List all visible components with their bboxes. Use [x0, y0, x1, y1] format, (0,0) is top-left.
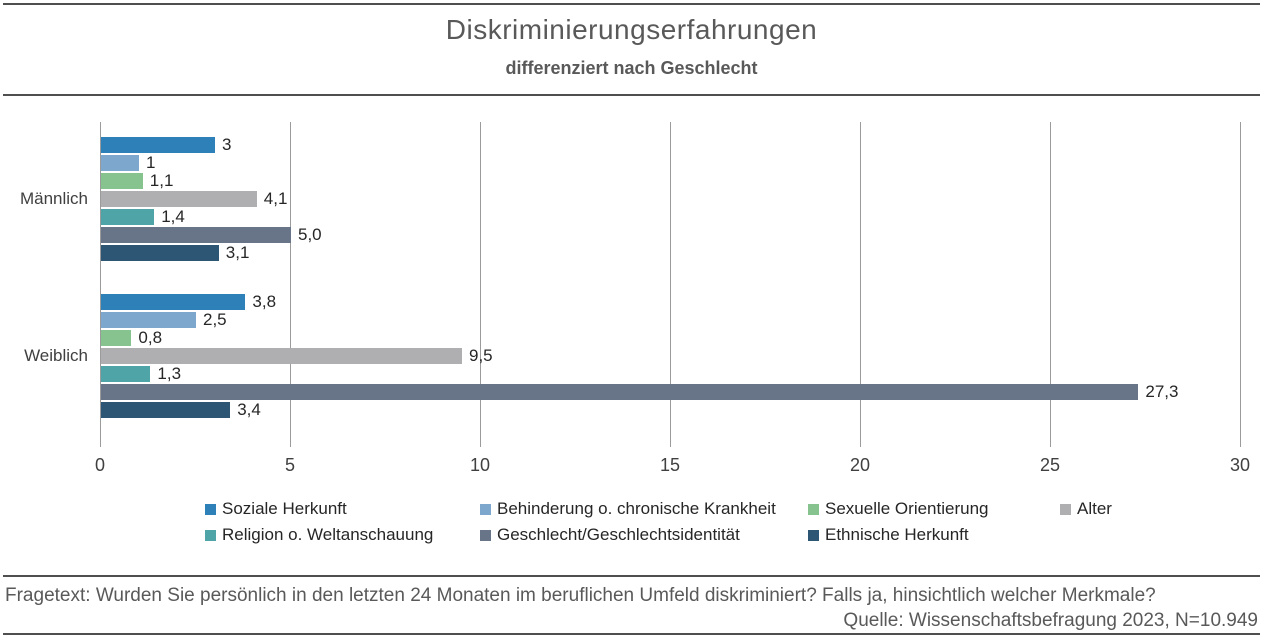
bar-label: 9,5 — [469, 346, 493, 365]
bar-label: 3,8 — [252, 292, 277, 311]
bar — [101, 137, 215, 153]
bar-label: 0,8 — [138, 328, 163, 347]
bar — [101, 312, 196, 328]
gridline — [1240, 122, 1241, 440]
legend-swatch — [1060, 504, 1071, 515]
bar — [101, 191, 257, 207]
plot-area — [100, 122, 1241, 440]
tick-label: 25 — [1039, 455, 1061, 475]
bar — [101, 402, 231, 418]
gridline — [1050, 122, 1051, 440]
bar — [101, 384, 1139, 400]
bar-label: 3 — [222, 135, 232, 154]
bar-label: 1 — [146, 153, 156, 172]
bar — [101, 294, 246, 310]
legend-label: Alter — [1077, 499, 1112, 518]
category-label: Männlich — [19, 189, 88, 208]
legend-label: Behinderung o. chronische Krankheit — [497, 499, 776, 518]
title-separator — [3, 94, 1260, 96]
legend-swatch — [808, 504, 819, 515]
bar-label: 1,4 — [161, 207, 185, 226]
tick-label: 20 — [849, 455, 871, 475]
legend-item: Sexuelle Orientierung — [808, 499, 988, 519]
legend-swatch — [808, 530, 819, 541]
legend-label: Geschlecht/Geschlechtsidentität — [497, 525, 740, 544]
tick-label: 30 — [1229, 455, 1251, 475]
bar — [101, 348, 462, 364]
legend-item: Geschlecht/Geschlechtsidentität — [480, 525, 740, 545]
legend-label: Ethnische Herkunft — [825, 525, 969, 544]
gridline — [480, 122, 481, 440]
axis-tick — [1050, 440, 1051, 447]
legend-swatch — [480, 530, 491, 541]
bar-label: 4,1 — [263, 189, 288, 208]
bar — [101, 209, 155, 225]
gridline — [290, 122, 291, 440]
category-label: Weiblich — [24, 346, 88, 365]
bar — [101, 227, 291, 243]
bar-label: 27,3 — [1145, 382, 1179, 401]
legend-item: Ethnische Herkunft — [808, 525, 969, 545]
axis-tick — [670, 440, 671, 447]
legend-label: Sexuelle Orientierung — [825, 499, 989, 518]
legend-swatch — [205, 530, 216, 541]
bar-label: 3,4 — [237, 400, 261, 419]
legend-label: Religion o. Weltanschauung — [222, 525, 434, 544]
legend-swatch — [480, 504, 491, 515]
bar-label: 1,3 — [157, 364, 182, 383]
bar — [101, 245, 219, 261]
bar — [101, 173, 143, 189]
bar — [101, 155, 139, 171]
footer-fragetext: Fragetext: Wurden Sie persönlich in den … — [5, 585, 1156, 606]
bar-label: 5,0 — [298, 225, 322, 244]
bar-label: 1,1 — [149, 171, 174, 190]
axis-tick — [480, 440, 481, 447]
gridline — [670, 122, 671, 440]
chart-title: Diskriminierungserfahrungen — [445, 14, 818, 45]
bar-label: 2,5 — [203, 310, 227, 329]
axis-tick — [290, 440, 291, 447]
tick-label: 10 — [469, 455, 491, 475]
axis-tick — [1240, 440, 1241, 447]
legend-item: Soziale Herkunft — [205, 499, 347, 519]
bar-label: 3,1 — [225, 243, 250, 262]
bottom-rule — [3, 633, 1260, 635]
gridline — [860, 122, 861, 440]
tick-label: 0 — [94, 455, 105, 475]
legend-item: Behinderung o. chronische Krankheit — [480, 499, 776, 519]
legend-item: Alter — [1060, 499, 1112, 519]
legend-item: Religion o. Weltanschauung — [205, 525, 433, 545]
tick-label: 15 — [659, 455, 681, 475]
legend-label: Soziale Herkunft — [222, 499, 347, 518]
footer-quelle: Quelle: Wissenschaftsbefragung 2023, N=1… — [843, 610, 1258, 631]
bar — [101, 330, 132, 346]
axis-tick — [100, 440, 101, 447]
top-rule — [3, 3, 1260, 5]
gridline — [100, 122, 101, 440]
bar — [101, 366, 151, 382]
footer-separator — [3, 575, 1260, 577]
chart-subtitle: differenziert nach Geschlecht — [505, 58, 758, 78]
axis-tick — [860, 440, 861, 447]
tick-label: 5 — [284, 455, 295, 475]
legend-swatch — [205, 504, 216, 515]
